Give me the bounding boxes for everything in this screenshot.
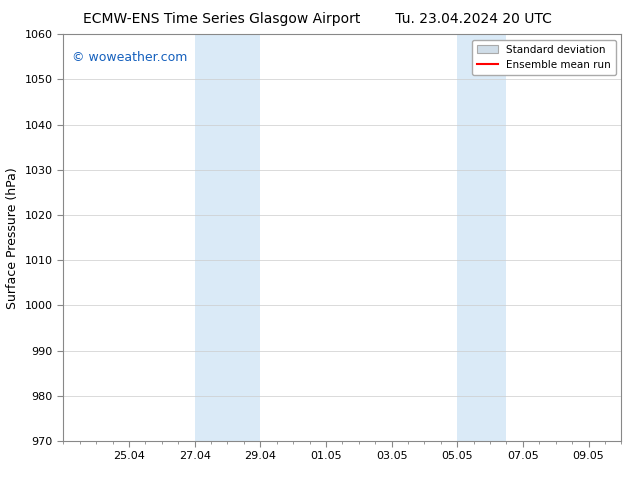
Text: © woweather.com: © woweather.com — [72, 50, 187, 64]
Text: ECMW-ENS Time Series Glasgow Airport        Tu. 23.04.2024 20 UTC: ECMW-ENS Time Series Glasgow Airport Tu.… — [82, 12, 552, 26]
Bar — [195, 34, 261, 441]
Legend: Standard deviation, Ensemble mean run: Standard deviation, Ensemble mean run — [472, 40, 616, 75]
Y-axis label: Surface Pressure (hPa): Surface Pressure (hPa) — [6, 167, 19, 309]
Bar — [457, 34, 507, 441]
